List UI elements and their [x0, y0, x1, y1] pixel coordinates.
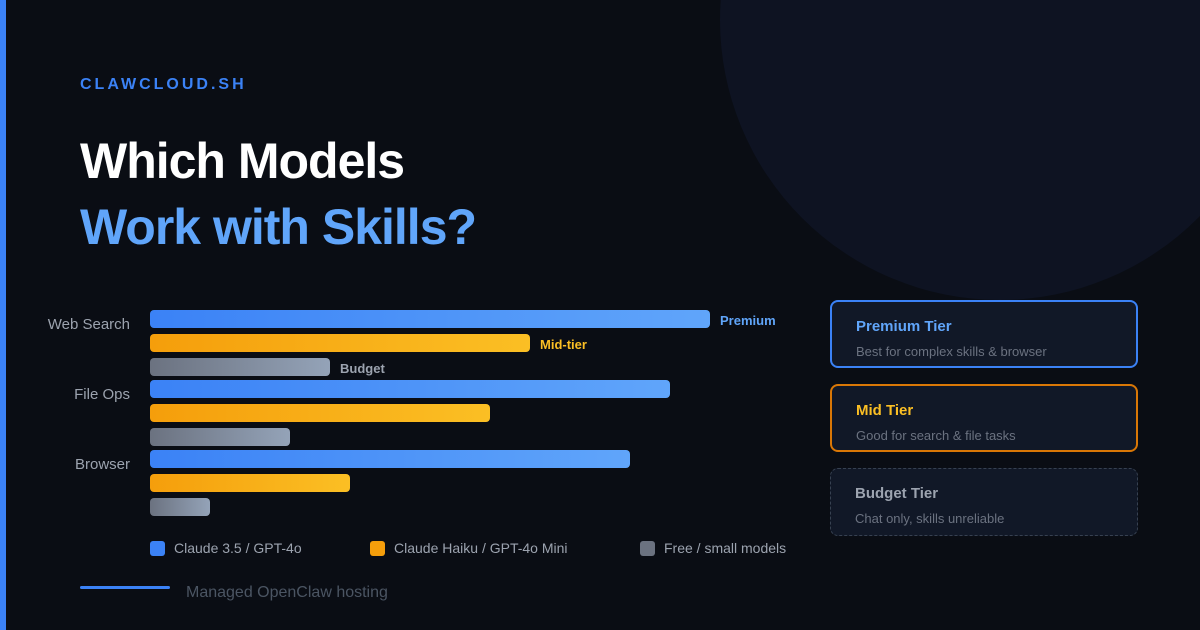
category-label: Web Search — [47, 316, 130, 333]
tier-title: Budget Tier — [855, 485, 939, 502]
tier-description: Chat only, skills unreliable — [855, 511, 1005, 526]
bar-file-ops-budget — [150, 428, 290, 446]
bar-annotation: Premium — [720, 313, 776, 328]
bar-browser-mid — [150, 474, 350, 492]
legend-swatch — [370, 540, 385, 556]
page-title-line2: Work with Skills? — [80, 199, 477, 255]
accent-bar — [0, 0, 6, 630]
legend-item-mid: Claude Haiku / GPT-4o Mini — [370, 540, 568, 556]
legend-item-premium: Claude 3.5 / GPT-4o — [150, 540, 302, 556]
category-label: File Ops — [74, 386, 130, 403]
bar-annotation: Mid-tier — [540, 337, 587, 352]
tier-card-budget: Budget Tier Chat only, skills unreliable — [830, 468, 1138, 536]
bar-web-search-budget — [150, 358, 330, 376]
legend-swatch — [640, 540, 655, 556]
tier-title: Premium Tier — [856, 318, 952, 335]
bar-file-ops-premium — [150, 380, 670, 398]
legend-label: Claude 3.5 / GPT-4o — [174, 540, 302, 556]
background-circle — [720, 0, 1200, 300]
brand-label: CLAWCLOUD.SH — [80, 76, 247, 93]
bar-file-ops-mid — [150, 404, 490, 422]
bar-web-search-premium — [150, 310, 710, 328]
bar-web-search-mid — [150, 334, 530, 352]
page-title-line1: Which Models — [80, 133, 405, 189]
tier-title: Mid Tier — [856, 402, 914, 419]
bar-browser-budget — [150, 498, 210, 516]
legend-item-budget: Free / small models — [640, 540, 786, 556]
category-label: Browser — [74, 456, 130, 473]
tier-card-premium: Premium Tier Best for complex skills & b… — [830, 300, 1138, 368]
footer-divider — [80, 586, 170, 589]
bar-annotation: Budget — [340, 361, 385, 376]
tier-description: Good for search & file tasks — [856, 428, 1016, 443]
tier-description: Best for complex skills & browser — [856, 344, 1047, 359]
bar-browser-premium — [150, 450, 630, 468]
tier-card-mid: Mid Tier Good for search & file tasks — [830, 384, 1138, 452]
legend-swatch — [150, 540, 165, 556]
legend-label: Claude Haiku / GPT-4o Mini — [394, 540, 568, 556]
legend-label: Free / small models — [664, 540, 787, 556]
footer-tagline: Managed OpenClaw hosting — [186, 584, 388, 601]
